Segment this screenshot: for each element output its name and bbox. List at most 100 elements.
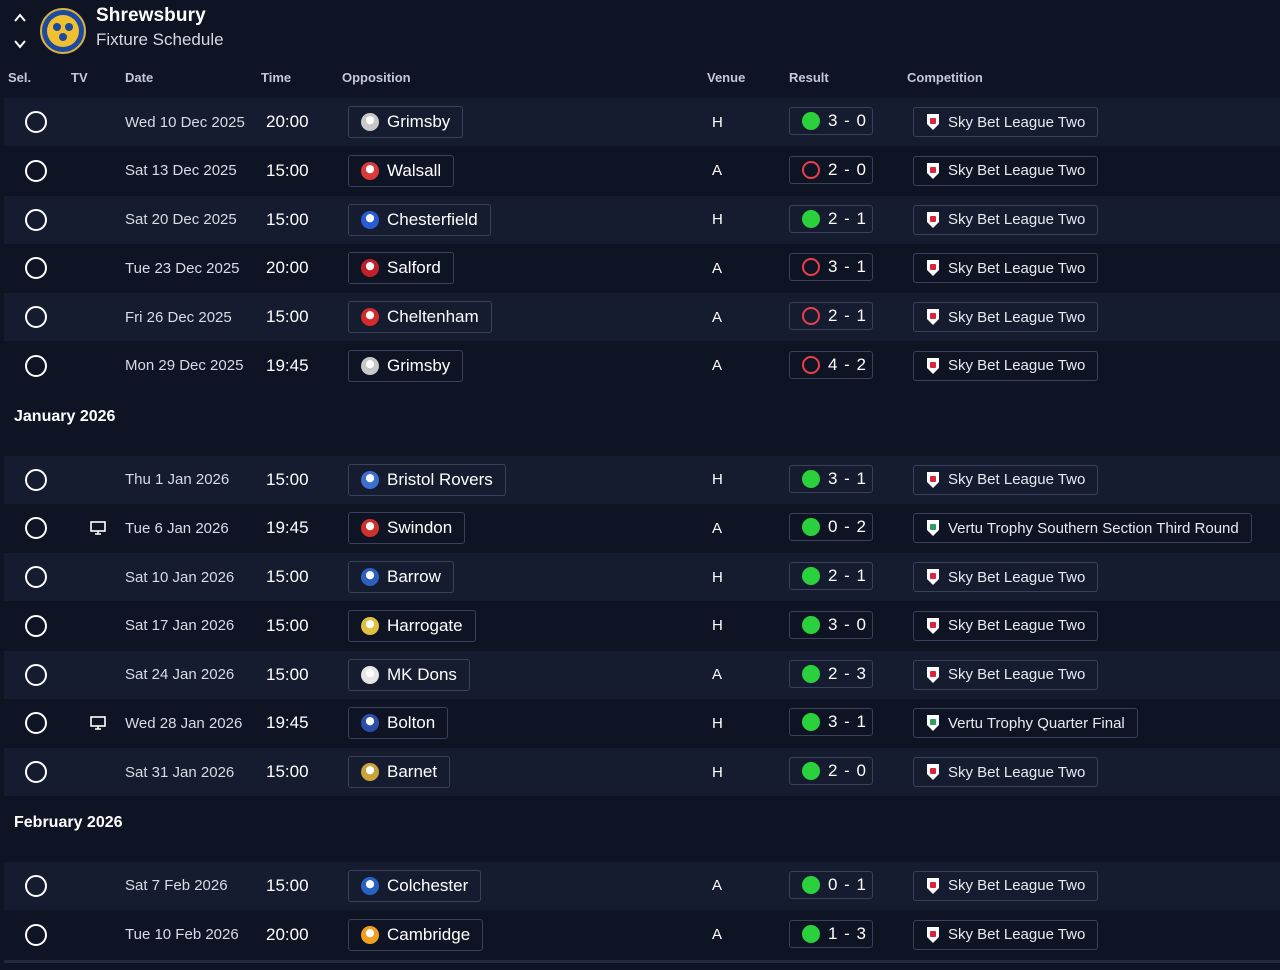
competition-link[interactable]: Sky Bet League Two (913, 464, 1099, 495)
opposition-link[interactable]: Cambridge (348, 918, 484, 951)
opposition-link[interactable]: Grimsby (348, 349, 464, 382)
opposition-link[interactable]: Colchester (348, 869, 482, 902)
fixture-venue: A (712, 519, 723, 537)
fixture-row[interactable]: Thu 1 Jan 2026 15:00 Bristol Rovers H 3 - 1 S… (4, 455, 1280, 504)
result-link[interactable]: 2 - 1 (789, 562, 873, 590)
fixture-venue: H (712, 471, 723, 488)
competition-name: Sky Bet League Two (948, 617, 1086, 635)
fixture-row[interactable]: Fri 26 Dec 2025 15:00 Cheltenham A 2 - 1 Sky … (4, 293, 1280, 341)
select-radio[interactable] (25, 111, 47, 133)
team-badge-icon (361, 470, 379, 489)
fixture-row[interactable]: Sat 10 Jan 2026 15:00 Barrow H 2 - 1 Sky Bet … (4, 553, 1280, 601)
opposition-link[interactable]: Salford (348, 252, 454, 285)
opposition-link[interactable]: Barrow (348, 561, 454, 593)
fixture-time: 19:45 (266, 713, 309, 733)
column-header-competition[interactable]: Competition (907, 70, 983, 85)
fixture-row[interactable]: Wed 10 Dec 2025 20:00 Grimsby H 3 - 0 Sky Bet… (4, 98, 1280, 146)
fixture-row[interactable]: Tue 23 Dec 2025 20:00 Salford A 3 - 1 Sky Bet… (4, 244, 1280, 293)
result-link[interactable]: 2 - 1 (789, 204, 873, 233)
result-link[interactable]: 2 - 1 (789, 302, 873, 330)
competition-link[interactable]: Sky Bet League Two (913, 350, 1099, 381)
shrewsbury-crest-icon (40, 8, 86, 54)
team-badge-icon (361, 616, 379, 635)
page-header: Shrewsbury Fixture Schedule (0, 0, 1280, 64)
competition-link[interactable]: Vertu Trophy Quarter Final (913, 708, 1138, 739)
competition-link[interactable]: Sky Bet League Two (913, 253, 1099, 284)
chevron-up-icon[interactable] (10, 8, 30, 28)
opposition-link[interactable]: Bristol Rovers (348, 463, 506, 496)
opposition-link[interactable]: MK Dons (348, 658, 470, 691)
fixture-row[interactable]: Mon 29 Dec 2025 19:45 Grimsby A 4 - 2 Sky Bet… (4, 341, 1280, 390)
select-radio[interactable] (25, 761, 47, 783)
opposition-link[interactable]: Grimsby (348, 106, 464, 138)
column-header-time[interactable]: Time (261, 70, 292, 85)
result-link[interactable]: 4 - 2 (789, 350, 873, 379)
competition-link[interactable]: Sky Bet League Two (913, 302, 1099, 332)
result-score: 3 - 1 (828, 257, 868, 277)
column-header-opposition[interactable]: Opposition (342, 70, 411, 85)
result-link[interactable]: 0 - 1 (789, 870, 873, 899)
fixture-row[interactable]: Tue 6 Jan 2026 19:45 Swindon A 0 - 2 Vertu Tr… (4, 504, 1280, 553)
result-link[interactable]: 1 - 3 (789, 919, 873, 948)
column-header-tv[interactable]: TV (71, 70, 88, 85)
page-title: Fixture Schedule (96, 30, 224, 49)
select-radio[interactable] (25, 159, 47, 182)
result-link[interactable]: 3 - 1 (789, 464, 873, 493)
result-link[interactable]: 3 - 0 (789, 107, 873, 135)
team-badge-icon (361, 259, 379, 278)
select-radio[interactable] (25, 257, 47, 280)
result-score: 2 - 3 (828, 663, 868, 683)
opposition-link[interactable]: Harrogate (348, 609, 476, 642)
competition-link[interactable]: Sky Bet League Two (913, 204, 1099, 235)
opposition-link[interactable]: Chesterfield (348, 203, 491, 236)
opposition-name: Barrow (387, 567, 441, 586)
result-link[interactable]: 3 - 0 (789, 610, 873, 639)
fixture-row[interactable]: Wed 28 Jan 2026 19:45 Bolton H 3 - 1 Vertu Tr… (4, 699, 1280, 748)
opposition-link[interactable]: Bolton (348, 707, 449, 740)
opposition-link[interactable]: Swindon (348, 512, 466, 545)
select-radio[interactable] (25, 566, 47, 588)
chevron-down-icon[interactable] (10, 34, 30, 54)
column-header-date[interactable]: Date (125, 70, 154, 85)
competition-link[interactable]: Vertu Trophy Southern Section Third Roun… (913, 513, 1252, 544)
result-link[interactable]: 3 - 1 (789, 253, 873, 282)
competition-link[interactable]: Sky Bet League Two (913, 757, 1099, 787)
fixture-row[interactable]: Sat 20 Dec 2025 15:00 Chesterfield H 2 - 1 Sk… (4, 195, 1280, 244)
opposition-link[interactable]: Cheltenham (348, 301, 492, 333)
competition-link[interactable]: Sky Bet League Two (913, 562, 1099, 592)
select-radio[interactable] (25, 923, 47, 946)
competition-link[interactable]: Sky Bet League Two (913, 870, 1099, 901)
fixture-row[interactable]: Sat 13 Dec 2025 15:00 Walsall A 2 - 0 Sky Bet… (4, 146, 1280, 195)
result-link[interactable]: 2 - 3 (789, 659, 873, 688)
competition-link[interactable]: Sky Bet League Two (913, 659, 1099, 690)
select-radio[interactable] (25, 306, 47, 328)
opposition-link[interactable]: Barnet (348, 756, 451, 788)
select-radio[interactable] (25, 614, 47, 637)
select-radio[interactable] (25, 468, 47, 491)
column-header-venue[interactable]: Venue (707, 70, 746, 85)
competition-badge-icon (926, 568, 940, 586)
select-radio[interactable] (25, 517, 47, 540)
fixture-row[interactable]: Sat 24 Jan 2026 15:00 MK Dons A 2 - 3 Sky Bet… (4, 650, 1280, 699)
result-link[interactable]: 0 - 2 (789, 513, 873, 542)
select-radio[interactable] (25, 663, 47, 686)
competition-link[interactable]: Sky Bet League Two (913, 107, 1099, 137)
fixture-row[interactable]: Sat 17 Jan 2026 15:00 Harrogate H 3 - 0 Sky B… (4, 601, 1280, 650)
column-header-sel[interactable]: Sel. (8, 70, 32, 85)
column-header-result[interactable]: Result (789, 70, 829, 85)
select-radio[interactable] (25, 208, 47, 231)
competition-link[interactable]: Sky Bet League Two (913, 610, 1099, 641)
fixture-row[interactable]: Sat 7 Feb 2026 15:00 Colchester A 0 - 1 Sky B… (4, 861, 1280, 910)
select-radio[interactable] (25, 712, 47, 735)
select-radio[interactable] (25, 354, 47, 377)
result-link[interactable]: 2 - 0 (789, 155, 873, 184)
team-badge-icon (361, 356, 379, 375)
fixture-row[interactable]: Tue 10 Feb 2026 20:00 Cambridge A 1 - 3 Sky B… (4, 910, 1280, 959)
select-radio[interactable] (25, 874, 47, 897)
fixture-row[interactable]: Sat 31 Jan 2026 15:00 Barnet H 2 - 0 Sky Bet … (4, 748, 1280, 796)
result-link[interactable]: 2 - 0 (789, 757, 873, 785)
competition-link[interactable]: Sky Bet League Two (913, 919, 1099, 950)
result-link[interactable]: 3 - 1 (789, 708, 873, 737)
competition-link[interactable]: Sky Bet League Two (913, 155, 1099, 186)
opposition-link[interactable]: Walsall (348, 154, 455, 187)
